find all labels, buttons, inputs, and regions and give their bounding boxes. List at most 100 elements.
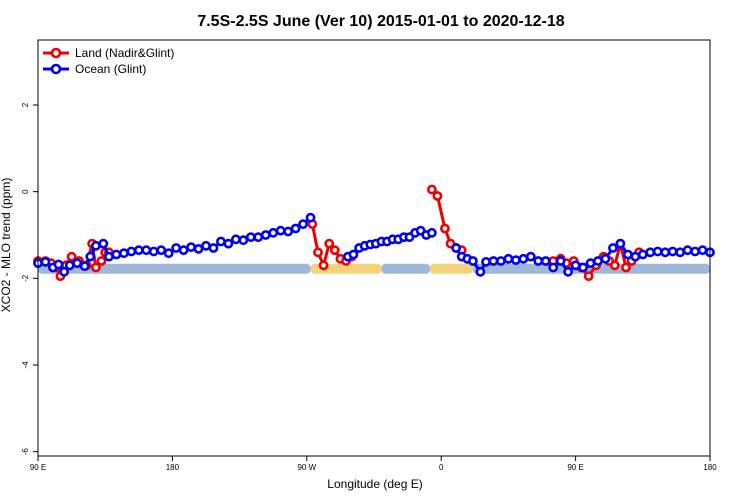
- data-point: [563, 266, 574, 277]
- data-point: [230, 234, 241, 245]
- data-point: [40, 256, 51, 267]
- surface-bar-ocean: [381, 263, 430, 274]
- data-point: [682, 245, 693, 256]
- data-point: [510, 255, 521, 266]
- data-point: [253, 232, 264, 243]
- legend-swatch-marker: [50, 47, 62, 59]
- data-point: [216, 236, 226, 247]
- data-point: [555, 256, 566, 266]
- data-point: [171, 243, 182, 253]
- data-point: [570, 260, 581, 271]
- data-point: [630, 251, 641, 262]
- y-tick-label: -2: [21, 274, 30, 282]
- data-point: [96, 256, 107, 266]
- data-point: [118, 248, 129, 259]
- data-point: [318, 260, 329, 271]
- y-tick-label: -4: [21, 361, 30, 369]
- data-point: [85, 251, 96, 262]
- x-tick-label: 90 E: [30, 463, 46, 472]
- data-point: [186, 242, 196, 253]
- data-point: [163, 248, 174, 259]
- data-point: [426, 184, 437, 195]
- data-point: [600, 253, 611, 264]
- data-point: [64, 260, 75, 271]
- data-point: [238, 235, 249, 246]
- legend-label: Ocean (Glint): [75, 62, 146, 76]
- data-point: [193, 243, 204, 254]
- x-tick-label: 90 E: [567, 463, 583, 472]
- data-point: [697, 245, 708, 256]
- data-point: [426, 227, 437, 238]
- data-point: [324, 238, 335, 249]
- data-point: [615, 238, 626, 249]
- data-point: [621, 262, 631, 273]
- data-point: [156, 245, 167, 256]
- data-point: [329, 245, 340, 256]
- data-point: [585, 258, 596, 269]
- data-point: [593, 256, 603, 266]
- data-point: [583, 271, 594, 282]
- x-axis: 90 E 180 90 W 0 90 E 180: [30, 456, 717, 472]
- data-point: [178, 245, 189, 256]
- legend: Land (Nadir&Glint) Ocean (Glint): [43, 46, 174, 76]
- x-axis-label: Longitude (deg E): [327, 477, 422, 491]
- surface-bar-land: [430, 263, 473, 274]
- data-point: [525, 251, 536, 262]
- data-point: [652, 246, 663, 257]
- data-point: [475, 266, 486, 277]
- data-point: [540, 256, 551, 266]
- data-point: [488, 256, 499, 266]
- data-point: [451, 243, 462, 253]
- data-point: [104, 251, 114, 262]
- data-point: [690, 246, 700, 257]
- data-point: [90, 262, 101, 273]
- data-point: [548, 262, 559, 273]
- data-point: [148, 246, 159, 257]
- chart-title: 7.5S-2.5S June (Ver 10) 2015-01-01 to 20…: [197, 13, 564, 30]
- data-point: [245, 232, 256, 243]
- y-tick-label: 2: [21, 102, 30, 107]
- x-tick-label: 180: [166, 463, 180, 472]
- x-tick-label: 180: [703, 463, 717, 472]
- data-point: [133, 245, 144, 256]
- data-point: [305, 212, 316, 223]
- data-point: [645, 247, 656, 258]
- data-point: [268, 227, 279, 238]
- data-point: [432, 191, 443, 201]
- y-tick-label: 0: [21, 189, 30, 194]
- data-point: [298, 219, 308, 230]
- surface-bar-ocean: [38, 263, 311, 274]
- data-point: [578, 262, 588, 273]
- data-point: [609, 260, 620, 271]
- data-point: [290, 223, 301, 234]
- data-point: [275, 225, 286, 236]
- x-tick-label: 0: [439, 463, 444, 472]
- data-point: [533, 256, 544, 266]
- data-point: [283, 226, 294, 237]
- data-point: [667, 246, 678, 257]
- data-point: [72, 258, 83, 269]
- data-point: [468, 256, 478, 266]
- data-point: [59, 266, 70, 277]
- data-point: [503, 253, 514, 264]
- data-point: [98, 238, 109, 249]
- data-point: [440, 223, 450, 234]
- data-point: [111, 249, 122, 260]
- data-point: [518, 253, 529, 264]
- data-point: [66, 251, 77, 262]
- data-point: [313, 247, 323, 258]
- data-point: [208, 243, 219, 253]
- data-point: [622, 249, 633, 260]
- data-point: [141, 245, 152, 256]
- y-axis-label: XCO2 - MLO trend (ppm): [0, 178, 13, 313]
- data-point: [126, 246, 137, 257]
- y-tick-label: -6: [21, 448, 30, 456]
- data-point: [223, 238, 234, 249]
- data-point: [348, 249, 359, 260]
- data-point: [481, 256, 491, 267]
- x-tick-label: 90 W: [297, 463, 316, 472]
- y-axis: 2 0 -2 -4 -6: [21, 102, 38, 455]
- data-point: [90, 240, 101, 251]
- data-point: [53, 259, 64, 270]
